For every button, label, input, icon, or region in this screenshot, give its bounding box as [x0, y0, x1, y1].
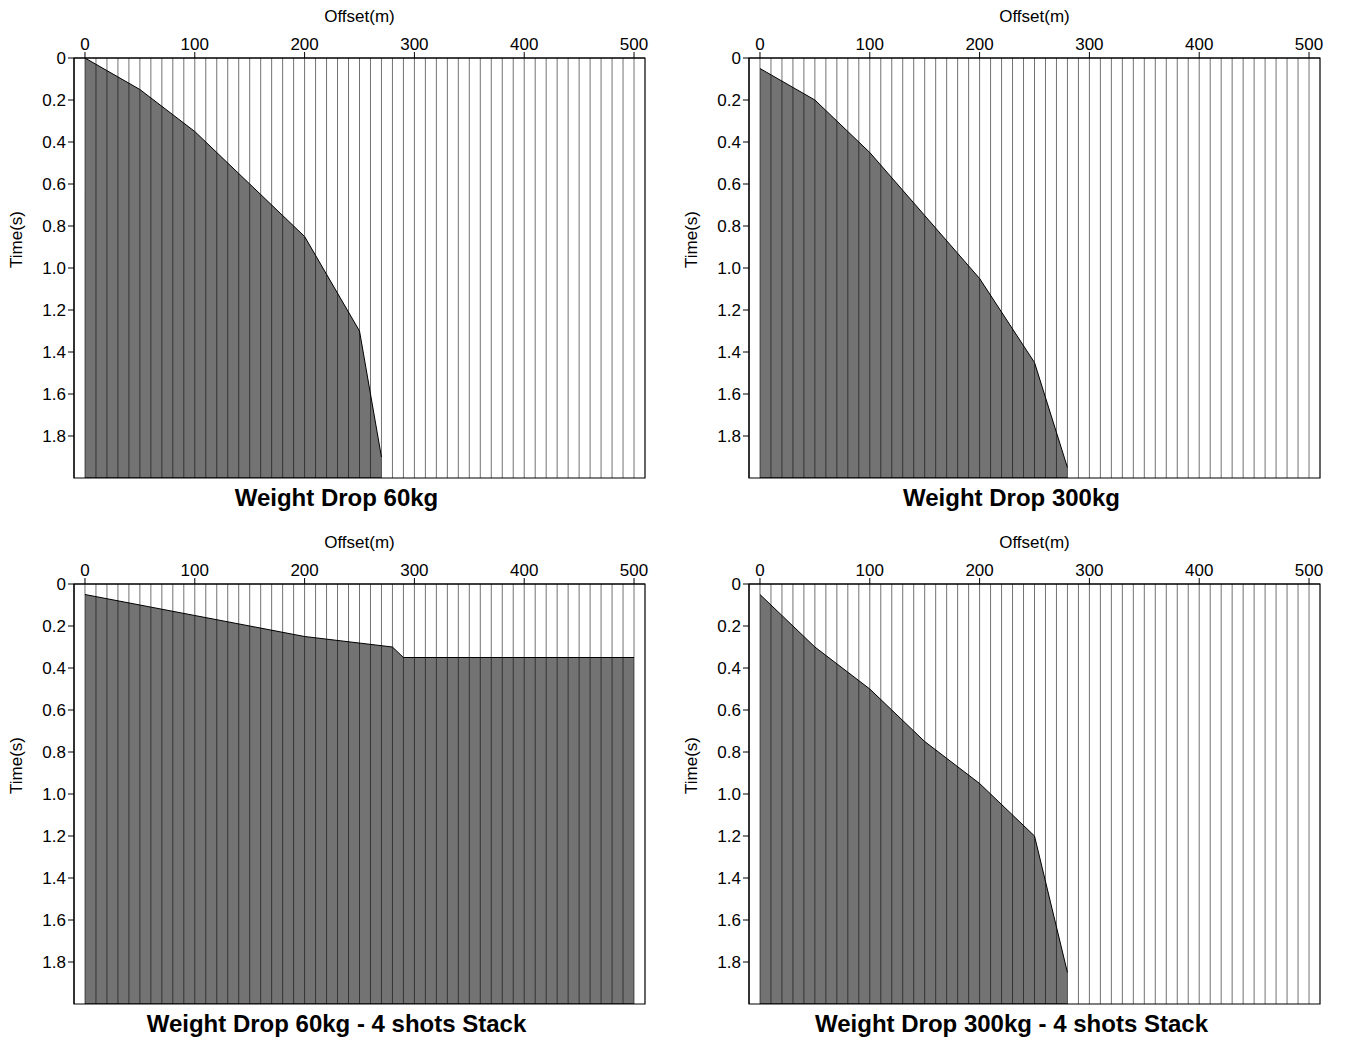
- svg-text:1.2: 1.2: [42, 301, 66, 320]
- svg-text:100: 100: [181, 561, 209, 580]
- svg-text:Offset(m): Offset(m): [999, 7, 1070, 26]
- svg-text:0: 0: [57, 575, 66, 594]
- svg-text:500: 500: [620, 561, 648, 580]
- svg-text:400: 400: [1185, 561, 1213, 580]
- svg-text:Time(s): Time(s): [7, 737, 26, 794]
- svg-text:400: 400: [1185, 35, 1213, 54]
- svg-text:1.4: 1.4: [42, 343, 66, 362]
- svg-text:300: 300: [1075, 561, 1103, 580]
- svg-text:300: 300: [1075, 35, 1103, 54]
- svg-text:0.6: 0.6: [42, 701, 66, 720]
- svg-text:1.6: 1.6: [717, 911, 741, 930]
- svg-text:1.6: 1.6: [717, 385, 741, 404]
- svg-text:0.4: 0.4: [42, 133, 66, 152]
- svg-text:0: 0: [732, 49, 741, 68]
- svg-text:0.4: 0.4: [717, 659, 741, 678]
- svg-text:Time(s): Time(s): [682, 211, 701, 268]
- svg-text:100: 100: [181, 35, 209, 54]
- svg-text:500: 500: [1295, 35, 1323, 54]
- svg-text:100: 100: [856, 35, 884, 54]
- html-text:Weight Drop 60kg - 4 shots Sta: Weight Drop 60kg - 4 shots Stack: [146, 1010, 527, 1037]
- svg-text:0.2: 0.2: [717, 91, 741, 110]
- svg-text:1.4: 1.4: [717, 869, 741, 888]
- svg-text:0: 0: [755, 35, 764, 54]
- svg-text:0.8: 0.8: [717, 743, 741, 762]
- svg-text:0.6: 0.6: [717, 701, 741, 720]
- svg-text:1.8: 1.8: [42, 953, 66, 972]
- svg-text:0.8: 0.8: [42, 217, 66, 236]
- svg-text:0.2: 0.2: [717, 617, 741, 636]
- svg-text:Time(s): Time(s): [7, 211, 26, 268]
- svg-text:Offset(m): Offset(m): [324, 7, 395, 26]
- svg-text:400: 400: [510, 561, 538, 580]
- svg-text:0.6: 0.6: [717, 175, 741, 194]
- svg-text:200: 200: [290, 35, 318, 54]
- svg-text:Offset(m): Offset(m): [999, 533, 1070, 552]
- svg-text:1.4: 1.4: [717, 343, 741, 362]
- svg-text:1.8: 1.8: [42, 427, 66, 446]
- svg-text:0.4: 0.4: [717, 133, 741, 152]
- svg-text:1.2: 1.2: [42, 827, 66, 846]
- svg-text:300: 300: [400, 35, 428, 54]
- svg-text:0.2: 0.2: [42, 91, 66, 110]
- svg-text:0.4: 0.4: [42, 659, 66, 678]
- svg-text:0.6: 0.6: [42, 175, 66, 194]
- svg-text:0.8: 0.8: [42, 743, 66, 762]
- svg-text:1.4: 1.4: [42, 869, 66, 888]
- svg-text:0: 0: [80, 561, 89, 580]
- svg-text:100: 100: [856, 561, 884, 580]
- svg-text:1.6: 1.6: [42, 385, 66, 404]
- svg-text:1.0: 1.0: [42, 259, 66, 278]
- svg-text:0.8: 0.8: [717, 217, 741, 236]
- svg-text:Offset(m): Offset(m): [324, 533, 395, 552]
- svg-text:0.2: 0.2: [42, 617, 66, 636]
- svg-text:1.6: 1.6: [42, 911, 66, 930]
- html-text:Weight Drop 300kg - 4 shots St: Weight Drop 300kg - 4 shots Stack: [815, 1010, 1208, 1037]
- svg-text:Time(s): Time(s): [682, 737, 701, 794]
- svg-text:1.0: 1.0: [717, 259, 741, 278]
- svg-text:200: 200: [290, 561, 318, 580]
- svg-text:300: 300: [400, 561, 428, 580]
- html-text:Weight Drop 60kg: Weight Drop 60kg: [234, 484, 439, 511]
- svg-text:400: 400: [510, 35, 538, 54]
- svg-text:0: 0: [80, 35, 89, 54]
- svg-text:1.2: 1.2: [717, 301, 741, 320]
- svg-text:1.0: 1.0: [717, 785, 741, 804]
- svg-text:200: 200: [965, 561, 993, 580]
- html-text:Weight Drop 300kg: Weight Drop 300kg: [903, 484, 1120, 511]
- svg-text:0: 0: [732, 575, 741, 594]
- svg-text:500: 500: [620, 35, 648, 54]
- svg-text:1.2: 1.2: [717, 827, 741, 846]
- svg-text:0: 0: [57, 49, 66, 68]
- svg-text:200: 200: [965, 35, 993, 54]
- svg-text:0: 0: [755, 561, 764, 580]
- svg-text:1.0: 1.0: [42, 785, 66, 804]
- svg-text:1.8: 1.8: [717, 427, 741, 446]
- svg-text:1.8: 1.8: [717, 953, 741, 972]
- svg-text:500: 500: [1295, 561, 1323, 580]
